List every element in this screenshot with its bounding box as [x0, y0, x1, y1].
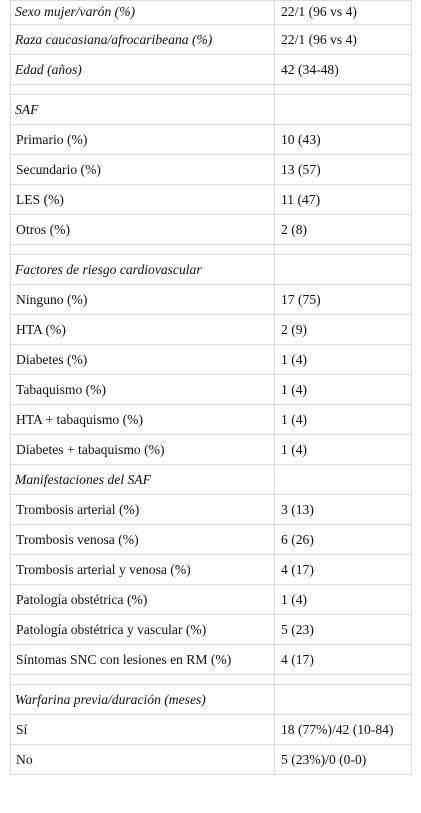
spacer-cell [274, 674, 412, 685]
row-value: 1 (4) [274, 374, 412, 405]
row-label: Patología obstétrica (%) [10, 584, 275, 615]
row-label: Sexo mujer/varón (%) [10, 0, 275, 25]
row-value: 2 (9) [274, 314, 412, 345]
row-label: Trombosis arterial y venosa (%) [10, 554, 275, 585]
section-header: Warfarina previa/duración (meses) [10, 684, 275, 715]
section-header-row: SAF [10, 94, 412, 125]
row-value: 2 (8) [274, 214, 412, 245]
row-label: Trombosis venosa (%) [10, 524, 275, 555]
row-label: Diabetes (%) [10, 344, 275, 375]
table-row: Patología obstétrica y vascular (%) 5 (23… [10, 614, 412, 645]
spacer-row [10, 674, 412, 685]
table-body: Sexo mujer/varón (%) 22/1 (96 vs 4) Raza c… [10, 0, 412, 775]
table-row: Trombosis venosa (%) 6 (26) [10, 524, 412, 555]
row-value: 4 (17) [274, 554, 412, 585]
spacer-row [10, 244, 412, 255]
section-header: Manifestaciones del SAF [10, 464, 275, 495]
table-row: LES (%) 11 (47) [10, 184, 412, 215]
section-header: SAF [10, 94, 275, 125]
table-row: Trombosis arterial y venosa (%) 4 (17) [10, 554, 412, 585]
row-label: Edad (años) [10, 54, 275, 85]
table-row: Sexo mujer/varón (%) 22/1 (96 vs 4) [10, 0, 412, 25]
row-value: 11 (47) [274, 184, 412, 215]
spacer-cell [10, 674, 275, 685]
spacer-row [10, 84, 412, 95]
table-row: Primario (%) 10 (43) [10, 124, 412, 155]
row-label: Trombosis arterial (%) [10, 494, 275, 525]
row-value: 17 (75) [274, 284, 412, 315]
section-header-row: Factores de riesgo cardiovascular [10, 254, 412, 285]
row-label: Raza caucasiana/afrocaribeana (%) [10, 24, 275, 55]
table-row: HTA + tabaquismo (%) 1 (4) [10, 404, 412, 435]
table-row: Trombosis arterial (%) 3 (13) [10, 494, 412, 525]
table-row: Raza caucasiana/afrocaribeana (%) 22/1 (9… [10, 24, 412, 55]
table-row: Ninguno (%) 17 (75) [10, 284, 412, 315]
table-row: Tabaquismo (%) 1 (4) [10, 374, 412, 405]
row-label: Otros (%) [10, 214, 275, 245]
row-label: LES (%) [10, 184, 275, 215]
section-header: Factores de riesgo cardiovascular [10, 254, 275, 285]
spacer-cell [10, 84, 275, 95]
table-row: Sí 18 (77%)/42 (10-84) [10, 714, 412, 745]
row-label: Secundario (%) [10, 154, 275, 185]
row-label: Primario (%) [10, 124, 275, 155]
row-value: 5 (23%)/0 (0-0) [274, 744, 412, 775]
table-row: Síntomas SNC con lesiones en RM (%) 4 (17… [10, 644, 412, 675]
row-label: Sí [10, 714, 275, 745]
table-row: No 5 (23%)/0 (0-0) [10, 744, 412, 775]
row-value: 1 (4) [274, 434, 412, 465]
table-row: Otros (%) 2 (8) [10, 214, 412, 245]
empty-cell [274, 254, 412, 285]
empty-cell [274, 94, 412, 125]
row-label: Diabetes + tabaquismo (%) [10, 434, 275, 465]
row-value: 18 (77%)/42 (10-84) [274, 714, 412, 745]
row-value: 1 (4) [274, 344, 412, 375]
row-label: HTA + tabaquismo (%) [10, 404, 275, 435]
table-row: Patología obstétrica (%) 1 (4) [10, 584, 412, 615]
spacer-cell [274, 244, 412, 255]
row-value: 1 (4) [274, 404, 412, 435]
row-value: 3 (13) [274, 494, 412, 525]
section-header-row: Warfarina previa/duración (meses) [10, 684, 412, 715]
row-label: Patología obstétrica y vascular (%) [10, 614, 275, 645]
table-row: Diabetes + tabaquismo (%) 1 (4) [10, 434, 412, 465]
row-value: 22/1 (96 vs 4) [274, 24, 412, 55]
row-label: Síntomas SNC con lesiones en RM (%) [10, 644, 275, 675]
empty-cell [274, 684, 412, 715]
table-row: HTA (%) 2 (9) [10, 314, 412, 345]
row-value: 5 (23) [274, 614, 412, 645]
section-header-row: Manifestaciones del SAF [10, 464, 412, 495]
row-value: 42 (34-48) [274, 54, 412, 85]
row-label: No [10, 744, 275, 775]
row-value: 6 (26) [274, 524, 412, 555]
row-label: HTA (%) [10, 314, 275, 345]
table-row: Secundario (%) 13 (57) [10, 154, 412, 185]
row-value: 13 (57) [274, 154, 412, 185]
row-value: 22/1 (96 vs 4) [274, 0, 412, 25]
row-value: 4 (17) [274, 644, 412, 675]
spacer-cell [10, 244, 275, 255]
table-row: Diabetes (%) 1 (4) [10, 344, 412, 375]
row-value: 10 (43) [274, 124, 412, 155]
empty-cell [274, 464, 412, 495]
row-value: 1 (4) [274, 584, 412, 615]
row-label: Ninguno (%) [10, 284, 275, 315]
spacer-cell [274, 84, 412, 95]
table-row: Edad (años) 42 (34-48) [10, 54, 412, 85]
patient-characteristics-table: Sexo mujer/varón (%) 22/1 (96 vs 4) Raza c… [10, 0, 412, 775]
row-label: Tabaquismo (%) [10, 374, 275, 405]
